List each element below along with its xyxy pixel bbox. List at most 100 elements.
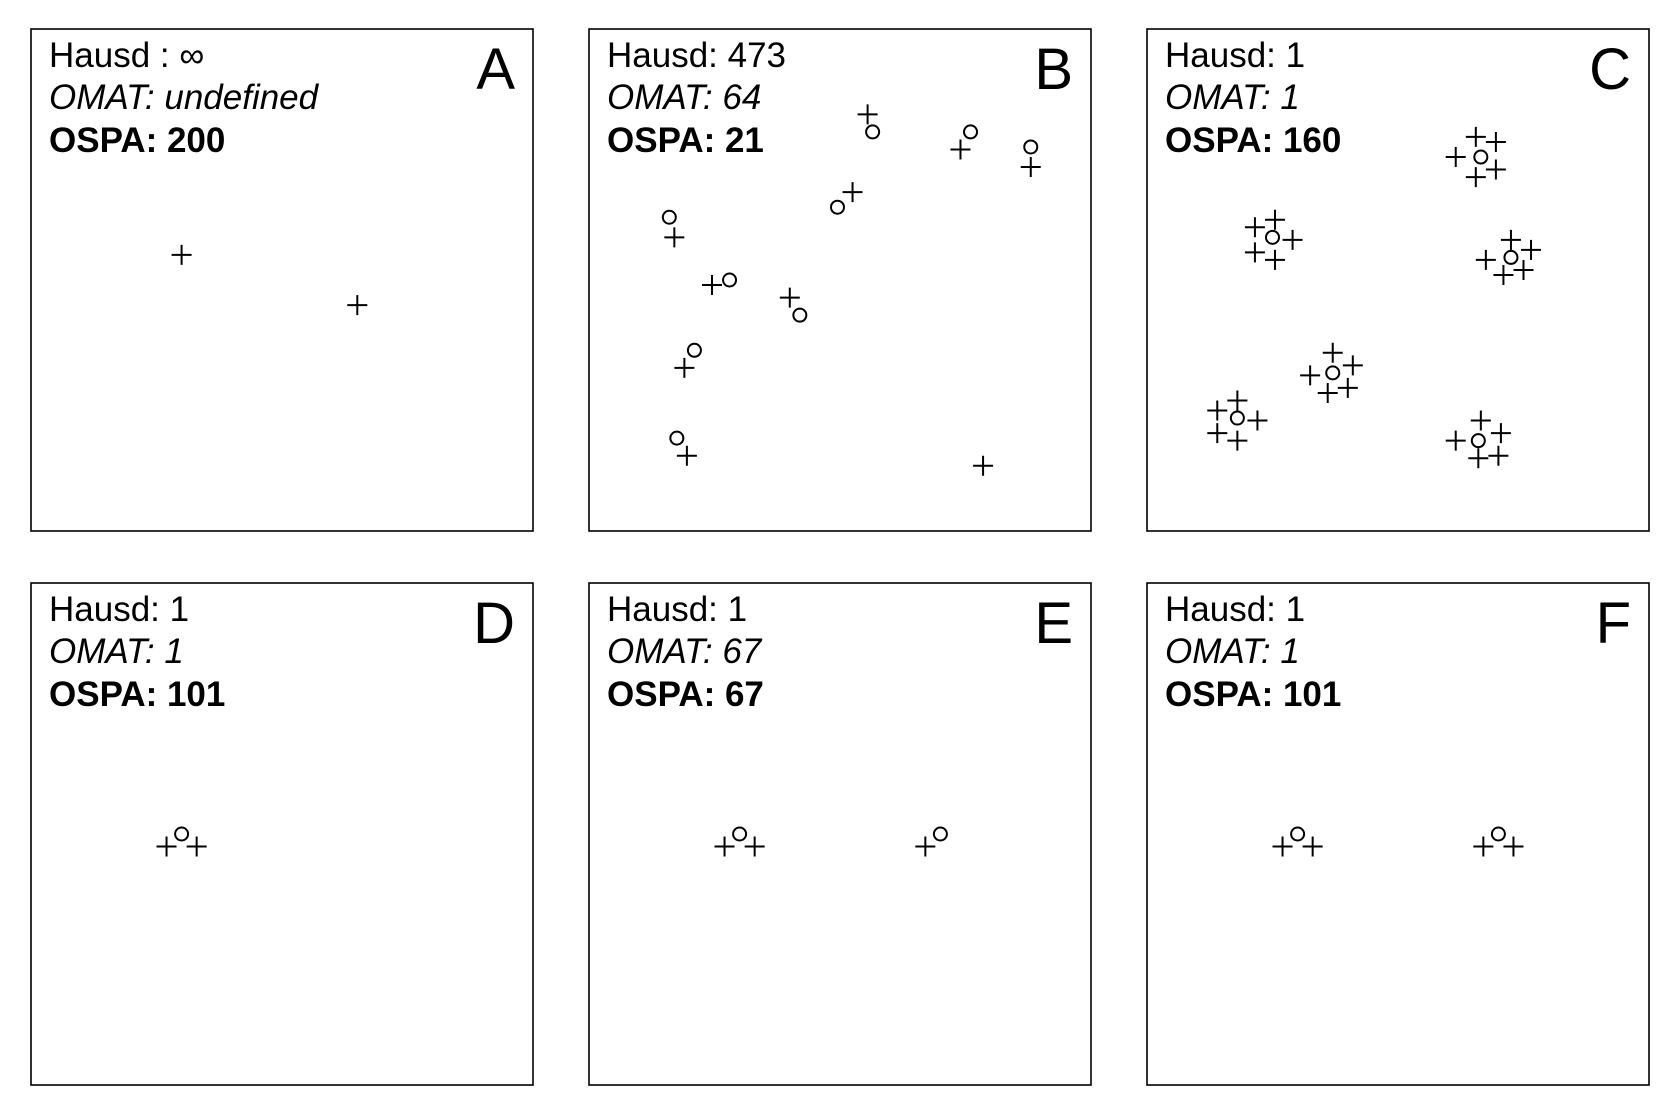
circle-marker — [669, 430, 685, 446]
panel-frame — [588, 28, 1092, 532]
plus-marker — [1473, 836, 1494, 857]
plus-marker — [1282, 229, 1303, 250]
plus-marker — [1244, 242, 1265, 263]
plus-marker — [1207, 423, 1228, 444]
plus-marker — [1265, 209, 1286, 230]
circle-marker — [963, 124, 979, 140]
plus-marker — [1302, 836, 1323, 857]
plus-marker — [779, 287, 800, 308]
plus-marker — [1207, 400, 1228, 421]
panel-letter: F — [1596, 591, 1631, 656]
panel-frame — [1146, 582, 1650, 1086]
panel-letter: E — [1034, 591, 1073, 656]
plus-marker — [714, 836, 735, 857]
plus-marker — [1470, 410, 1491, 431]
plus-marker — [1485, 131, 1506, 152]
circle-marker — [686, 342, 702, 358]
panel-frame — [30, 28, 534, 532]
omat-label: OMAT: 1 — [1165, 78, 1300, 117]
plus-marker — [1488, 445, 1509, 466]
omat-label: OMAT: undefined — [49, 78, 320, 117]
plus-marker — [347, 295, 368, 316]
plus-marker — [857, 104, 878, 125]
plus-marker — [664, 227, 685, 248]
circle-marker — [1290, 826, 1306, 842]
plus-marker — [915, 836, 936, 857]
plus-marker — [1485, 159, 1506, 180]
ospa-label: OSPA: 101 — [49, 675, 225, 714]
panel-letter: A — [476, 37, 515, 102]
plus-marker — [186, 836, 207, 857]
circle-marker — [1325, 365, 1341, 381]
hausdorff-label: Hausd: 1 — [49, 590, 189, 629]
panel-letter: B — [1034, 37, 1073, 102]
circle-marker — [932, 826, 948, 842]
ospa-label: OSPA: 21 — [607, 121, 764, 160]
panel-a: Hausd : ∞OMAT: undefined OSPA: 200 A — [30, 28, 534, 532]
plus-marker — [1337, 377, 1358, 398]
circle-marker — [1503, 249, 1519, 265]
hausdorff-label: Hausd : ∞ — [49, 36, 204, 75]
plus-marker — [1500, 229, 1521, 250]
panel-frame — [30, 582, 534, 1086]
circle-marker — [722, 272, 738, 288]
plus-marker — [701, 275, 722, 296]
plus-marker — [1493, 264, 1514, 285]
hausdorff-label: Hausd: 1 — [1165, 590, 1305, 629]
circle-marker — [792, 307, 808, 323]
plus-marker — [171, 244, 192, 265]
hausdorff-label: Hausd: 1 — [607, 590, 747, 629]
omat-label: OMAT: 64 — [607, 78, 761, 117]
plus-marker — [1521, 239, 1542, 260]
plus-marker — [1227, 390, 1248, 411]
panel-letter: C — [1589, 37, 1631, 102]
circle-marker — [732, 826, 748, 842]
circle-marker — [661, 209, 677, 225]
plus-marker — [1227, 430, 1248, 451]
circle-marker — [1023, 139, 1039, 155]
plus-marker — [1247, 410, 1268, 431]
circle-marker — [865, 124, 881, 140]
ospa-label: OSPA: 160 — [1165, 121, 1341, 160]
ospa-label: OSPA: 200 — [49, 121, 225, 160]
omat-label: OMAT: 67 — [607, 632, 763, 671]
omat-label: OMAT: 1 — [1165, 632, 1300, 671]
ospa-label: OSPA: 101 — [1165, 675, 1341, 714]
plus-marker — [156, 836, 177, 857]
plus-marker — [842, 182, 863, 203]
circle-marker — [1470, 433, 1486, 449]
plus-marker — [676, 445, 697, 466]
plus-marker — [950, 139, 971, 160]
plus-marker — [1244, 217, 1265, 238]
plus-marker — [1445, 430, 1466, 451]
omat-label: OMAT: 1 — [49, 632, 184, 671]
circle-marker — [829, 199, 845, 215]
plus-marker — [1300, 365, 1321, 386]
plus-marker — [1265, 249, 1286, 270]
circle-marker — [1473, 149, 1489, 165]
circle-marker — [174, 826, 190, 842]
circle-marker — [1229, 410, 1245, 426]
hausdorff-label: Hausd: 1 — [1165, 36, 1305, 75]
plus-marker — [1342, 355, 1363, 376]
plus-marker — [973, 455, 994, 476]
plus-marker — [1322, 342, 1343, 363]
panel-frame — [1146, 28, 1650, 532]
circle-marker — [1490, 826, 1506, 842]
plus-marker — [674, 357, 695, 378]
plus-marker — [1020, 157, 1041, 178]
circle-marker — [1265, 229, 1280, 245]
plus-marker — [1513, 259, 1534, 280]
plus-marker — [1475, 249, 1496, 270]
plus-marker — [1503, 836, 1524, 857]
plus-marker — [1465, 167, 1486, 188]
hausdorff-label: Hausd: 473 — [607, 36, 786, 75]
plus-marker — [1272, 836, 1293, 857]
ospa-label: OSPA: 67 — [607, 675, 764, 714]
plus-marker — [1468, 448, 1489, 469]
plus-marker — [1317, 382, 1338, 403]
